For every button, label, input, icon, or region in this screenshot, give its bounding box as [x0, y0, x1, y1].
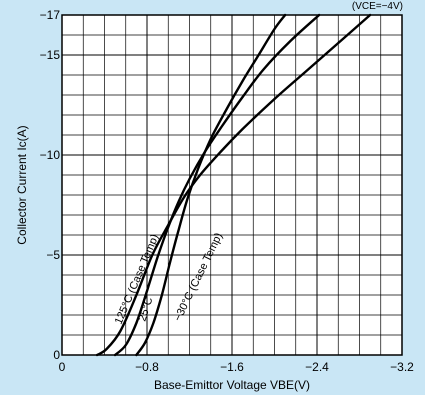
y-tick-label: −5 — [46, 248, 60, 262]
y-tick-label: −10 — [40, 148, 61, 162]
x-tick-label: −0.8 — [135, 360, 159, 374]
x-tick-label: −3.2 — [390, 360, 414, 374]
y-tick-labels: 0 −5 −10 −15 −17 — [40, 8, 61, 362]
curve-minus30c — [135, 13, 287, 357]
x-tick-label: −2.4 — [305, 360, 329, 374]
y-tick-label: 0 — [53, 348, 60, 362]
curve-25c — [113, 13, 321, 357]
x-tick-label: −1.6 — [220, 360, 244, 374]
y-tick-label: −15 — [40, 48, 61, 62]
x-tick-labels: 0 −0.8 −1.6 −2.4 −3.2 — [59, 360, 415, 374]
y-axis-label: Collector Current Ic(A) — [15, 125, 29, 244]
x-tick-label: 0 — [59, 360, 66, 374]
curves — [95, 13, 372, 357]
condition-label: (VCE=−4V) — [352, 1, 403, 12]
y-tick-label: −17 — [40, 8, 61, 22]
plot-border — [61, 14, 403, 356]
x-axis-label: Base-Emittor Voltage VBE(V) — [154, 378, 310, 392]
grid — [62, 15, 402, 355]
